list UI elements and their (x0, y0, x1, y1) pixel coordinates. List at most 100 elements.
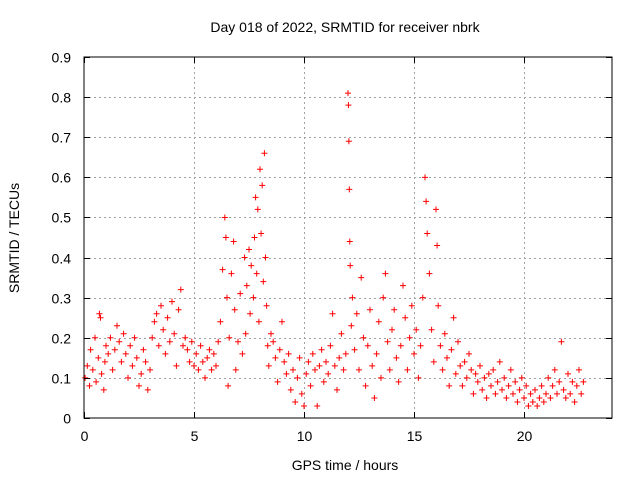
data-point (248, 262, 255, 269)
data-point (318, 346, 325, 353)
data-point (422, 174, 428, 181)
data-point (261, 150, 268, 157)
data-point (516, 386, 523, 393)
data-point (331, 362, 338, 369)
data-point (97, 314, 104, 321)
data-point (285, 350, 292, 357)
data-point (494, 378, 501, 385)
data-point (213, 362, 219, 369)
data-point (327, 342, 334, 349)
data-point (505, 382, 512, 389)
data-point (82, 374, 89, 381)
data-point (237, 290, 244, 297)
data-point (320, 378, 327, 385)
data-point (371, 394, 378, 401)
data-point (430, 358, 437, 365)
y-tick-label: 0.5 (52, 210, 72, 226)
data-point (312, 366, 318, 373)
x-tick-label: 20 (517, 428, 533, 444)
data-point (349, 294, 356, 301)
y-tick-label: 0.2 (52, 331, 72, 347)
data-point (262, 254, 269, 261)
y-tick-label: 0.4 (52, 251, 72, 267)
data-point (182, 334, 189, 341)
data-point (340, 366, 347, 373)
data-point (521, 394, 527, 401)
data-point (346, 238, 353, 245)
data-point (184, 346, 191, 353)
data-point (133, 354, 140, 361)
data-point (556, 378, 563, 385)
data-point (345, 90, 351, 97)
data-point (226, 334, 233, 341)
data-point (334, 386, 340, 393)
data-point (408, 302, 415, 309)
data-point (490, 366, 497, 373)
data-point (219, 266, 226, 273)
data-point (536, 394, 543, 401)
data-point (272, 354, 279, 361)
data-point (441, 330, 448, 337)
data-point (164, 314, 171, 321)
data-point (468, 366, 475, 373)
data-point (338, 330, 345, 337)
data-point (222, 234, 229, 241)
data-point (580, 378, 587, 385)
data-point (378, 374, 384, 381)
data-point (153, 310, 160, 317)
data-point (538, 382, 545, 389)
data-point (264, 342, 271, 349)
data-point (169, 298, 175, 305)
data-point (384, 338, 391, 345)
data-point (111, 346, 118, 353)
data-point (569, 378, 576, 385)
data-point (367, 306, 373, 313)
data-point (316, 362, 323, 369)
data-point (423, 198, 430, 205)
data-point (95, 354, 102, 361)
data-point (523, 382, 530, 389)
data-point (461, 358, 468, 365)
data-point (525, 402, 532, 409)
data-point (254, 206, 261, 213)
data-point (373, 350, 380, 357)
data-point (166, 338, 173, 345)
data-point (195, 366, 202, 373)
data-point (287, 386, 294, 393)
plot-frame (83, 56, 613, 419)
data-point (246, 246, 252, 253)
data-point (325, 370, 332, 377)
data-point (353, 310, 360, 317)
data-point (470, 390, 477, 397)
data-point (545, 374, 552, 381)
data-point (518, 374, 525, 381)
data-point (221, 214, 228, 221)
data-point (180, 342, 186, 349)
data-point (549, 382, 556, 389)
data-point (204, 354, 211, 361)
data-point (323, 358, 329, 365)
data-point (417, 342, 424, 349)
data-point (309, 350, 316, 357)
data-point (103, 342, 109, 349)
data-point (231, 306, 238, 313)
data-point (369, 362, 376, 369)
data-point (457, 362, 464, 369)
data-point (395, 378, 402, 385)
chart-title: Day 018 of 2022, SRMTID for receiver nbr… (210, 19, 480, 35)
data-point (258, 230, 265, 237)
data-point (122, 350, 129, 357)
data-point (314, 402, 321, 409)
data-point (446, 382, 453, 389)
data-point (149, 334, 156, 341)
data-point (307, 382, 314, 389)
data-point (466, 350, 472, 357)
x-tick-label: 15 (407, 428, 423, 444)
data-point (501, 374, 508, 381)
data-point (116, 338, 123, 345)
data-point (84, 362, 91, 369)
data-point (483, 394, 490, 401)
data-point (294, 374, 301, 381)
data-point (252, 194, 259, 201)
data-point (98, 370, 105, 377)
